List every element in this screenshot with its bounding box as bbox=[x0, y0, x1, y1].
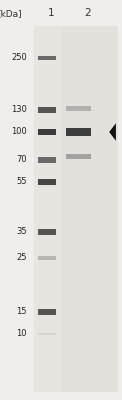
Bar bbox=[38, 179, 56, 185]
Bar bbox=[66, 106, 91, 111]
Bar bbox=[38, 256, 56, 260]
Text: 100: 100 bbox=[11, 128, 27, 136]
Bar bbox=[66, 128, 91, 136]
Bar bbox=[38, 157, 56, 162]
Text: 10: 10 bbox=[16, 330, 27, 338]
Text: 70: 70 bbox=[16, 156, 27, 164]
Text: 1: 1 bbox=[48, 8, 55, 18]
Text: [kDa]: [kDa] bbox=[0, 9, 22, 18]
Text: 55: 55 bbox=[16, 178, 27, 186]
Bar bbox=[38, 129, 56, 135]
Bar bbox=[66, 154, 91, 159]
Bar bbox=[38, 229, 56, 235]
Text: 2: 2 bbox=[85, 8, 91, 18]
Bar bbox=[61, 26, 118, 392]
Text: 130: 130 bbox=[11, 106, 27, 114]
Bar bbox=[38, 107, 56, 113]
Text: 15: 15 bbox=[16, 308, 27, 316]
Text: 25: 25 bbox=[16, 254, 27, 262]
Text: 250: 250 bbox=[11, 54, 27, 62]
Text: 35: 35 bbox=[16, 228, 27, 236]
Polygon shape bbox=[109, 123, 116, 141]
Bar bbox=[38, 333, 56, 335]
Bar bbox=[38, 309, 56, 315]
Bar bbox=[34, 26, 118, 392]
Bar bbox=[38, 56, 56, 60]
